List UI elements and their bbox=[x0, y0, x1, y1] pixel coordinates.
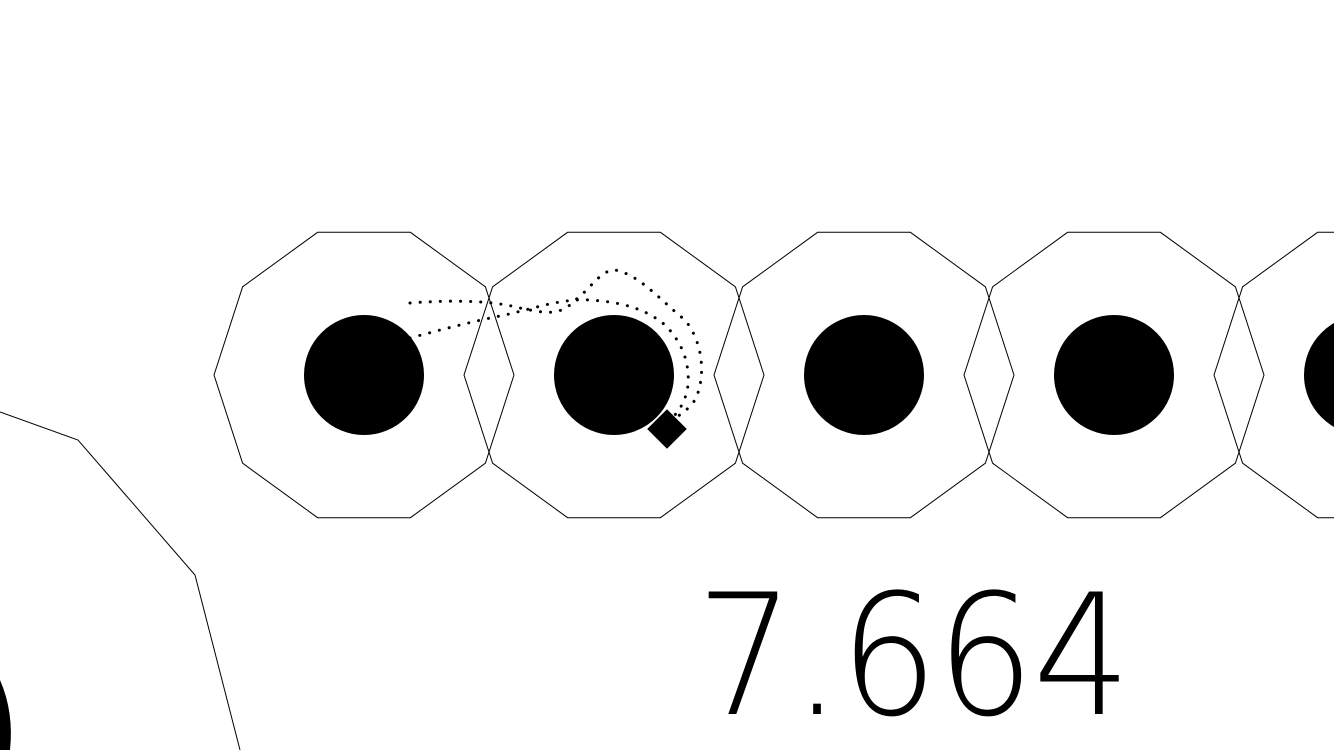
decagon-row bbox=[213, 231, 1334, 519]
terrain-outline bbox=[0, 411, 241, 750]
planet-4 bbox=[1054, 315, 1174, 435]
planet-2 bbox=[554, 315, 674, 435]
player-marker bbox=[647, 409, 687, 449]
planet-3 bbox=[804, 315, 924, 435]
decagon-3 bbox=[713, 231, 1015, 519]
planet-5 bbox=[1304, 323, 1334, 427]
decagon-5 bbox=[1213, 231, 1334, 519]
planet-1 bbox=[304, 315, 424, 435]
decagon-1 bbox=[213, 231, 515, 519]
decagon-4 bbox=[963, 231, 1265, 519]
decagon-2 bbox=[463, 231, 765, 519]
score-display: 7.664 bbox=[696, 558, 1131, 754]
offscreen-circle bbox=[0, 680, 11, 750]
